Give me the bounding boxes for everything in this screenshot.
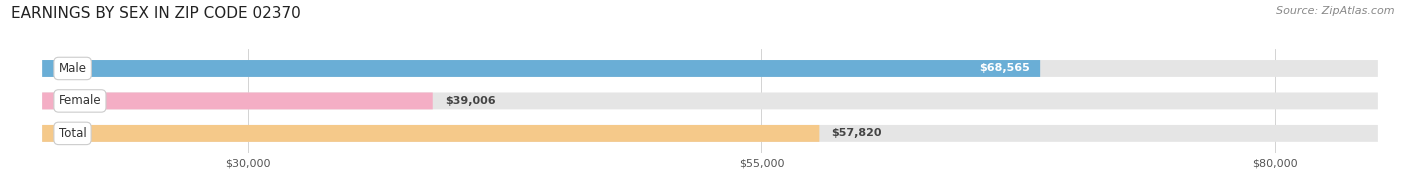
Text: Total: Total xyxy=(59,127,86,140)
Text: Male: Male xyxy=(59,62,87,75)
Text: Female: Female xyxy=(59,94,101,107)
Text: $68,565: $68,565 xyxy=(979,64,1029,74)
FancyBboxPatch shape xyxy=(42,93,433,109)
Text: EARNINGS BY SEX IN ZIP CODE 02370: EARNINGS BY SEX IN ZIP CODE 02370 xyxy=(11,6,301,21)
Text: $39,006: $39,006 xyxy=(446,96,496,106)
Text: $57,820: $57,820 xyxy=(832,128,882,138)
Text: Source: ZipAtlas.com: Source: ZipAtlas.com xyxy=(1277,6,1395,16)
FancyBboxPatch shape xyxy=(42,93,1378,109)
FancyBboxPatch shape xyxy=(42,60,1040,77)
FancyBboxPatch shape xyxy=(42,125,1378,142)
FancyBboxPatch shape xyxy=(42,125,820,142)
FancyBboxPatch shape xyxy=(42,60,1378,77)
